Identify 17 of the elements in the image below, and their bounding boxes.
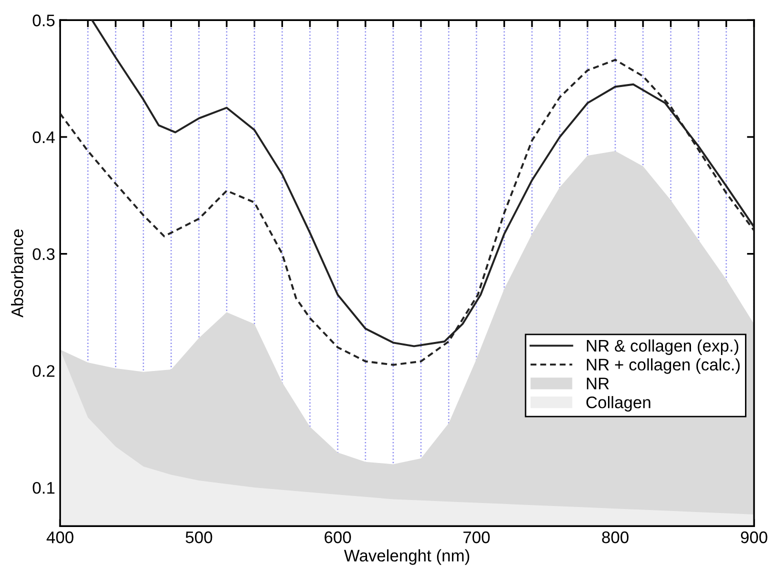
legend-label: NR & collagen (exp.) [586,339,738,355]
x-tick-label: 500 [186,531,212,544]
x-tick-label: 800 [602,531,629,544]
x-tick-label: 700 [463,531,490,544]
y-tick-label: 0.4 [32,131,55,144]
legend-label: Collagen [586,396,650,412]
y-tick-label: 0.5 [32,14,55,26]
x-tick-label: 400 [46,531,74,544]
legend-label: NR + collagen (calc.) [586,358,740,374]
x-tick-label: 900 [740,531,768,544]
x-tick-label: 600 [324,531,351,544]
y-tick-label: 0.2 [32,365,54,377]
legend-label: NR [586,378,609,390]
x-axis-title: Wavelenght (nm) [344,549,470,565]
y-tick-label: 0.1 [32,482,54,494]
y-axis-title: Absorbance [11,229,24,318]
y-tick-label: 0.3 [32,248,55,260]
